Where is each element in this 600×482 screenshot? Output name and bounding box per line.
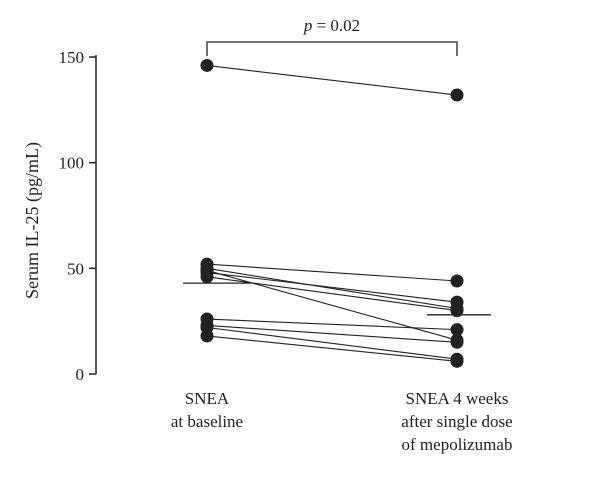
x-category-label: SNEA 4 weeks after single dose of mepolizu… bbox=[401, 389, 512, 454]
pair-line bbox=[206, 64, 458, 96]
x-category-label: SNEA at baseline bbox=[171, 389, 243, 431]
data-point bbox=[200, 58, 214, 72]
x-category-label-line: at baseline bbox=[171, 412, 243, 431]
data-point bbox=[200, 329, 214, 343]
y-tick-label: 50 bbox=[67, 259, 84, 278]
data-point bbox=[450, 88, 464, 102]
data-point bbox=[450, 274, 464, 288]
data-point bbox=[450, 354, 464, 368]
p-value: = 0.02 bbox=[312, 16, 360, 35]
data-point bbox=[450, 304, 464, 318]
bracket-line bbox=[206, 41, 458, 56]
y-axis: 0 50 100 150 bbox=[59, 48, 97, 384]
data-point bbox=[450, 335, 464, 349]
pair-line bbox=[206, 335, 458, 362]
pair-lines bbox=[206, 64, 458, 362]
data-points bbox=[200, 58, 464, 368]
y-tick-label: 0 bbox=[76, 365, 85, 384]
y-tick-label: 100 bbox=[59, 154, 85, 173]
category-labels: SNEA at baseline SNEA 4 weeks after single … bbox=[171, 389, 513, 454]
y-axis-title: Serum IL-25 (pg/mL) bbox=[22, 142, 43, 299]
x-category-label-line: of mepolizumab bbox=[402, 435, 513, 454]
pair-line bbox=[206, 318, 458, 331]
pair-line bbox=[206, 272, 458, 303]
pair-line bbox=[206, 324, 458, 343]
significance-bracket: p = 0.02 bbox=[206, 16, 458, 56]
p-value-label: p = 0.02 bbox=[303, 16, 360, 35]
data-point bbox=[450, 323, 464, 337]
p-symbol: p bbox=[303, 16, 313, 35]
pair-line bbox=[206, 276, 458, 312]
pair-line bbox=[206, 267, 458, 310]
x-category-label-line: SNEA bbox=[185, 389, 230, 408]
x-category-label-line: after single dose bbox=[401, 412, 512, 431]
pair-line bbox=[206, 326, 458, 360]
x-category-label-line: SNEA 4 weeks bbox=[406, 389, 509, 408]
y-tick-label: 150 bbox=[59, 48, 85, 67]
data-point bbox=[200, 270, 214, 284]
pair-line bbox=[206, 263, 458, 282]
